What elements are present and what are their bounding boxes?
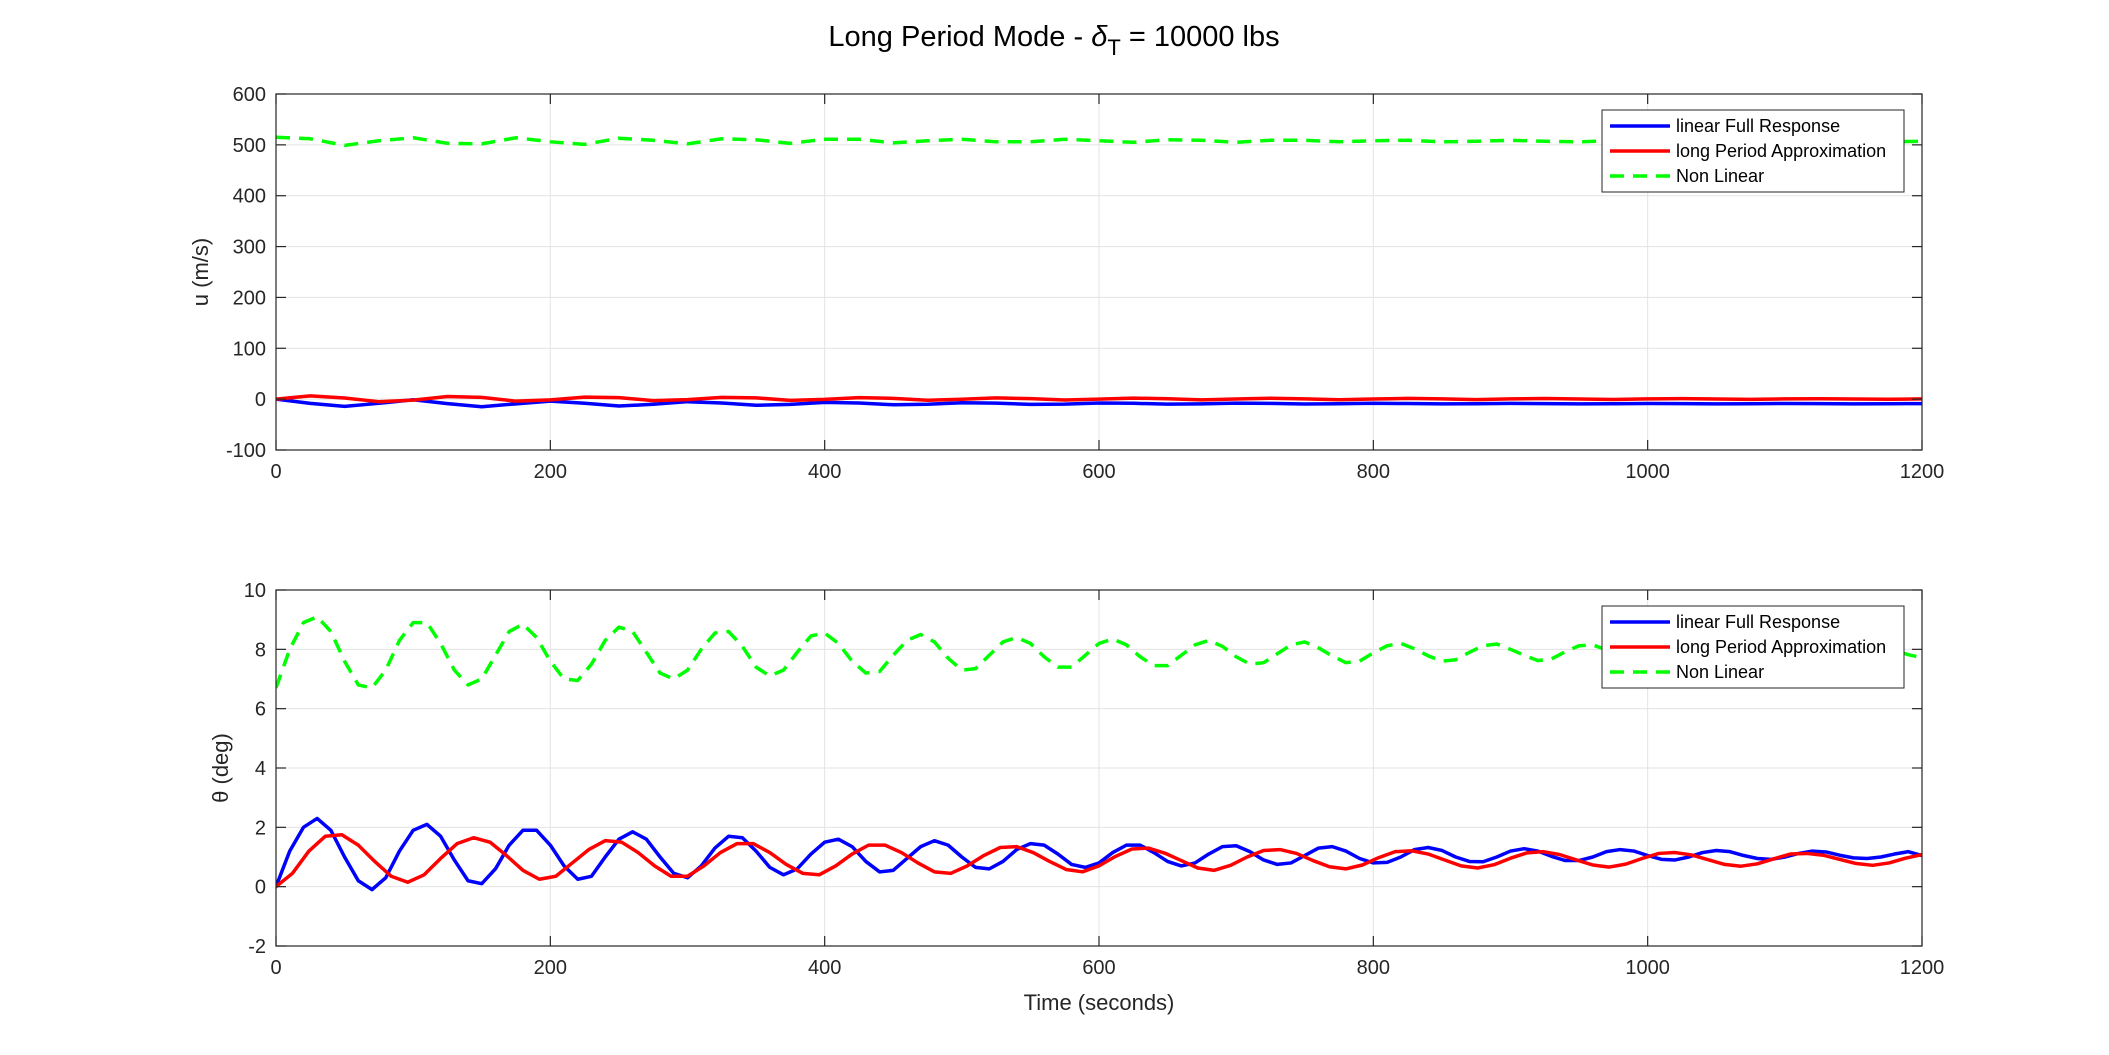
x-tick-label: 400: [808, 461, 841, 483]
y-tick-label: 2: [255, 817, 266, 839]
y-tick-label: 6: [255, 699, 266, 721]
x-tick-label: 0: [270, 461, 281, 483]
x-tick-label: 600: [1082, 461, 1115, 483]
y-tick-label: -100: [226, 440, 266, 462]
figure-title: Long Period Mode - δT = 10000 lbs: [828, 21, 1279, 60]
legend-entry-0: linear Full Response: [1676, 612, 1840, 632]
x-tick-label: 1200: [1900, 461, 1945, 483]
figure-title-main: Long Period Mode -: [828, 21, 1091, 53]
y-tick-label: 300: [233, 237, 266, 259]
legend-entry-1: long Period Approximation: [1676, 637, 1886, 657]
legend-entry-2: Non Linear: [1676, 166, 1764, 186]
x-tick-label: 800: [1357, 461, 1390, 483]
x-tick-label: 600: [1082, 957, 1115, 979]
x-tick-label: 1000: [1625, 461, 1670, 483]
legend: linear Full Response long Period Approxim…: [1601, 605, 1905, 689]
y-tick-label: 8: [255, 639, 266, 661]
x-tick-label: 0: [270, 957, 281, 979]
y-tick-label: -2: [248, 936, 266, 958]
x-tick-label: 200: [534, 957, 567, 979]
series-line-2: [276, 135, 1922, 148]
y-tick-label: 10: [244, 580, 266, 602]
y-tick-label: 500: [233, 135, 266, 157]
y-tick-label: 400: [233, 186, 266, 208]
legend-entry-1: long Period Approximation: [1676, 141, 1886, 161]
x-tick-label: 400: [808, 957, 841, 979]
y-axis-label: u (m/s): [188, 238, 213, 306]
y-tick-label: 0: [255, 877, 266, 899]
series-line-1: [276, 394, 1922, 404]
x-tick-label: 1000: [1625, 957, 1670, 979]
series-lines: [276, 135, 1922, 409]
legend-entry-0: linear Full Response: [1676, 116, 1840, 136]
figure-title-symbol: δ: [1091, 21, 1108, 53]
figure-title-subscript: T: [1107, 35, 1120, 60]
y-tick-label: 600: [233, 84, 266, 106]
y-tick-label: 100: [233, 338, 266, 360]
y-tick-label: 0: [255, 389, 266, 411]
y-axis-label: θ (deg): [208, 733, 233, 803]
figure-title-rest: = 10000 lbs: [1121, 21, 1280, 53]
x-tick-label: 800: [1357, 957, 1390, 979]
y-tick-label: 4: [255, 758, 266, 780]
x-tick-label: 200: [534, 461, 567, 483]
legend-entry-2: Non Linear: [1676, 662, 1764, 682]
series-line-1: [276, 833, 1922, 889]
velocity-subplot: 0 200 400 600 800 1000 1200-100010020030040050…: [188, 84, 1944, 483]
y-tick-label: 200: [233, 287, 266, 309]
x-tick-label: 1200: [1900, 957, 1945, 979]
x-axis-label: Time (seconds): [1024, 990, 1175, 1015]
legend: linear Full Response long Period Approxim…: [1601, 109, 1905, 193]
